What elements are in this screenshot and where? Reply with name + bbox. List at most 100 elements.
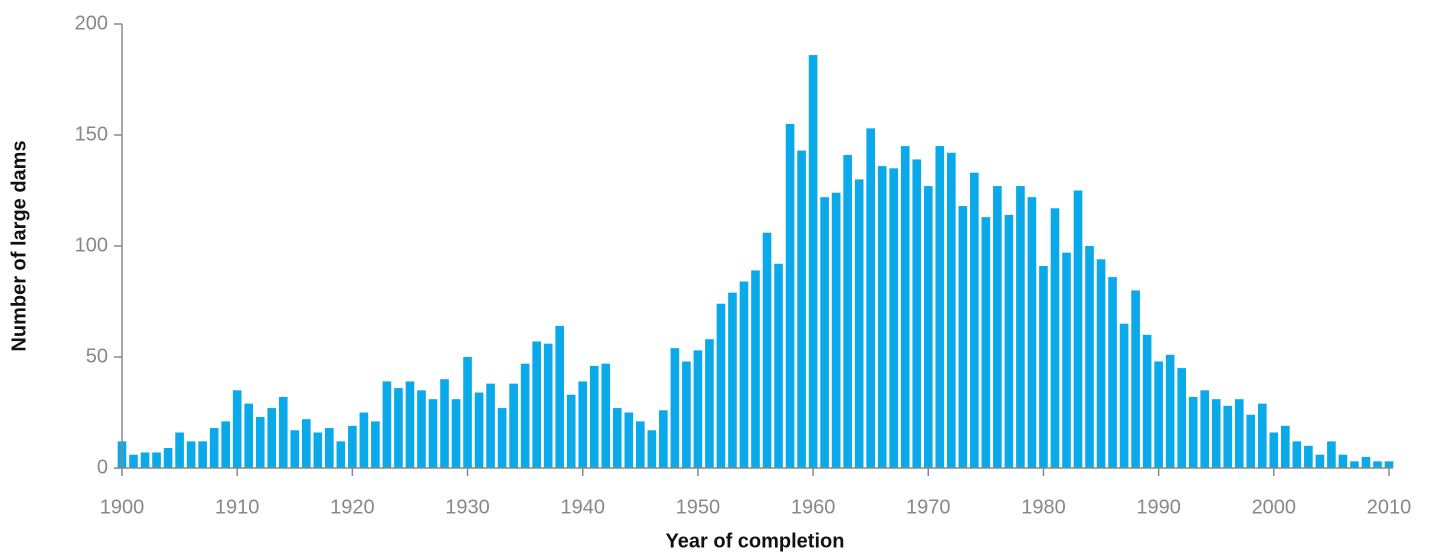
bar	[1096, 259, 1106, 468]
bar	[232, 390, 242, 468]
bar	[290, 430, 300, 468]
bar	[889, 168, 899, 469]
bar	[1315, 454, 1325, 468]
y-tick-label: 100	[75, 234, 108, 256]
bar	[820, 197, 829, 468]
bar	[970, 172, 979, 469]
bar	[325, 428, 334, 468]
bar	[520, 363, 530, 468]
bar	[175, 432, 184, 468]
bar	[785, 123, 795, 469]
x-tick-label: 1930	[445, 496, 490, 518]
bar	[647, 430, 657, 468]
bar	[1108, 277, 1117, 468]
bar	[774, 263, 783, 468]
bar	[1327, 441, 1336, 468]
bar	[1373, 461, 1382, 468]
bar	[993, 186, 1002, 468]
bar	[589, 365, 599, 468]
bar	[440, 379, 449, 468]
bar	[670, 348, 680, 468]
x-tick-label: 1960	[791, 496, 836, 518]
bar	[394, 388, 403, 468]
bar	[566, 394, 576, 468]
x-tick-label: 1910	[215, 496, 260, 518]
bar	[1234, 399, 1244, 468]
bar	[1384, 461, 1394, 468]
bar	[1016, 186, 1025, 468]
bar	[1039, 265, 1048, 468]
bar	[659, 410, 668, 468]
x-tick-label: 1980	[1021, 496, 1066, 518]
bar	[1269, 432, 1279, 468]
bar	[751, 270, 760, 468]
bar	[877, 166, 887, 468]
bar	[843, 154, 852, 469]
bar	[762, 232, 772, 468]
x-tick-label: 2000	[1252, 496, 1297, 518]
bar	[1027, 197, 1037, 468]
x-axis-label: Year of completion	[666, 530, 845, 552]
bar	[1062, 252, 1071, 468]
bar	[981, 217, 991, 468]
bar	[152, 452, 161, 468]
bar	[624, 412, 634, 468]
bar	[140, 452, 150, 468]
y-axis-label: Number of large dams	[8, 140, 30, 351]
bar	[578, 381, 588, 468]
bar	[129, 454, 138, 468]
bar	[635, 421, 645, 468]
bar	[359, 412, 369, 468]
bar	[1131, 290, 1140, 468]
bar	[1350, 461, 1359, 468]
x-tick-label: 1950	[676, 496, 721, 518]
bar	[348, 425, 357, 468]
bar	[463, 357, 472, 468]
bar	[509, 383, 518, 468]
bar	[221, 421, 230, 468]
bar	[382, 381, 392, 468]
bar	[728, 292, 737, 468]
bar	[1177, 368, 1186, 468]
bar	[336, 441, 346, 468]
bar	[682, 361, 691, 468]
bar	[451, 399, 461, 468]
bar	[1257, 403, 1267, 468]
bar	[716, 303, 726, 468]
bar	[866, 128, 876, 468]
bar	[405, 381, 415, 468]
bar	[1211, 399, 1221, 468]
bar	[1281, 425, 1290, 468]
bar	[198, 441, 207, 468]
x-tick-label: 1940	[560, 496, 605, 518]
bar	[1154, 361, 1163, 468]
bar	[486, 383, 495, 468]
bar	[831, 192, 841, 468]
bar	[267, 408, 277, 468]
bar	[255, 416, 265, 468]
bar	[244, 403, 254, 468]
bar	[1085, 246, 1094, 468]
bar	[923, 186, 933, 468]
bar	[1304, 445, 1313, 468]
bar	[417, 390, 426, 468]
y-tick-label: 200	[75, 12, 108, 34]
bar	[1004, 214, 1014, 468]
bar	[854, 179, 864, 468]
bar	[1246, 414, 1256, 468]
x-tick-label: 2010	[1367, 496, 1412, 518]
bar	[428, 399, 438, 468]
bar	[1361, 456, 1371, 468]
bar	[186, 441, 196, 468]
y-tick-label: 0	[97, 456, 108, 478]
bar	[1223, 405, 1233, 468]
bar	[497, 408, 507, 468]
bar	[601, 363, 611, 468]
bar	[739, 281, 749, 468]
bar	[693, 350, 703, 468]
bar	[1165, 354, 1175, 468]
bar	[371, 421, 380, 468]
x-tick-label: 1900	[100, 496, 145, 518]
x-tick-label: 1990	[1136, 496, 1181, 518]
